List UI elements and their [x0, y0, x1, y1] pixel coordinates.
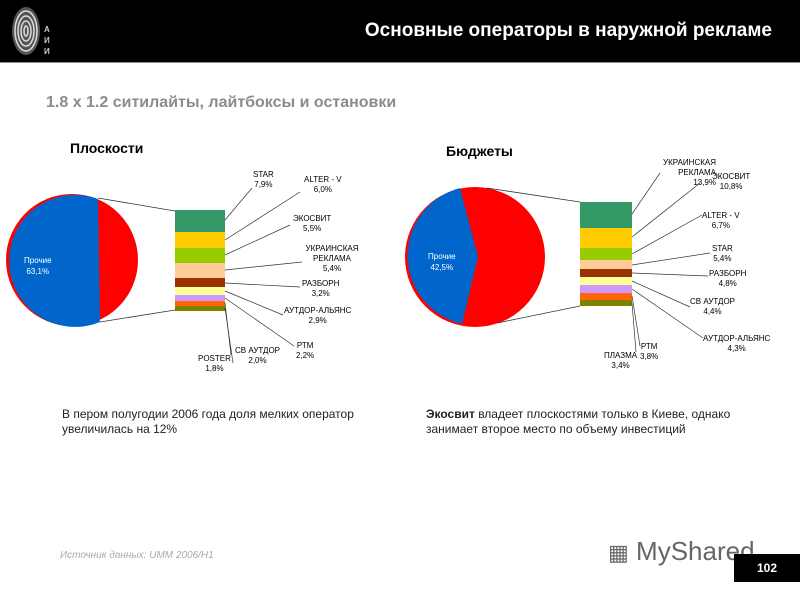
label-ekosvit-planes: ЭКОСВИТ 5,5%	[293, 214, 332, 233]
watermark: ▦ MyShared	[608, 536, 755, 566]
data-source: Источник данных: UMM 2006/H1	[60, 550, 214, 561]
slide-title: Основные операторы в наружной рекламе	[364, 20, 772, 41]
header-bar: А И И Основные операторы в наружной рекл…	[0, 0, 800, 63]
label-svautdor-budgets: СВ АУТДОР 4,4%	[690, 297, 735, 316]
label-rtm-planes: РТМ 2,2%	[296, 341, 315, 360]
label-ekosvit-budgets: ЭКОСВИТ 10,8%	[712, 172, 751, 191]
label-svautdor-planes: СВ АУТДОР 2,0%	[235, 346, 280, 365]
note-left: В пером полугодии 2006 года доля мелких …	[62, 407, 354, 436]
presentation-board-icon: ▦	[608, 540, 629, 565]
note-right: Экосвит владеет плоскостями только в Кие…	[426, 407, 731, 436]
label-star-budgets: STAR 5,4%	[712, 244, 733, 263]
bar-planes	[175, 187, 303, 364]
label-alterv-budgets: ALTER - V 6,7%	[702, 211, 740, 230]
slide-subtitle: 1.8 x 1.2 ситилайты, лайтбоксы и останов…	[46, 94, 397, 111]
label-autdor-budgets: АУТДОР-АЛЬЯНС 4,3%	[703, 334, 771, 353]
pie-label-others-planes: Прочие 63,1%	[24, 256, 52, 276]
label-ukr-budgets: УКРАИНСКАЯ РЕКЛАМА 13,9%	[663, 158, 716, 187]
bar-budgets	[580, 172, 711, 353]
logo-letters: А И И	[44, 25, 50, 56]
label-razborn-planes: РАЗБОРН 3,2%	[302, 279, 340, 298]
pie-planes	[6, 194, 176, 327]
label-alterv-planes: ALTER - V 6,0%	[304, 175, 342, 194]
pie-budgets	[405, 187, 581, 327]
fingerprint-logo-icon	[12, 7, 40, 55]
page-number: 102	[734, 554, 800, 582]
label-poster-planes: POSTER 1,8%	[198, 354, 231, 373]
label-rtm-budgets: РТМ 3,8%	[640, 342, 659, 361]
label-autdor-planes: АУТДОР-АЛЬЯНС 2,9%	[284, 306, 352, 325]
chart-title-budgets: Бюджеты	[446, 143, 513, 159]
pie-label-others-budgets: Прочие 42,5%	[428, 252, 456, 272]
chart-title-planes: Плоскости	[70, 140, 144, 156]
label-star-planes: STAR 7,9%	[253, 170, 274, 189]
label-plazma-budgets: ПЛАЗМА 3,4%	[604, 351, 638, 370]
label-razborn-budgets: РАЗБОРН 4,8%	[709, 269, 747, 288]
label-ukr-planes: УКРАИНСКАЯ РЕКЛАМА 5,4%	[305, 244, 359, 273]
